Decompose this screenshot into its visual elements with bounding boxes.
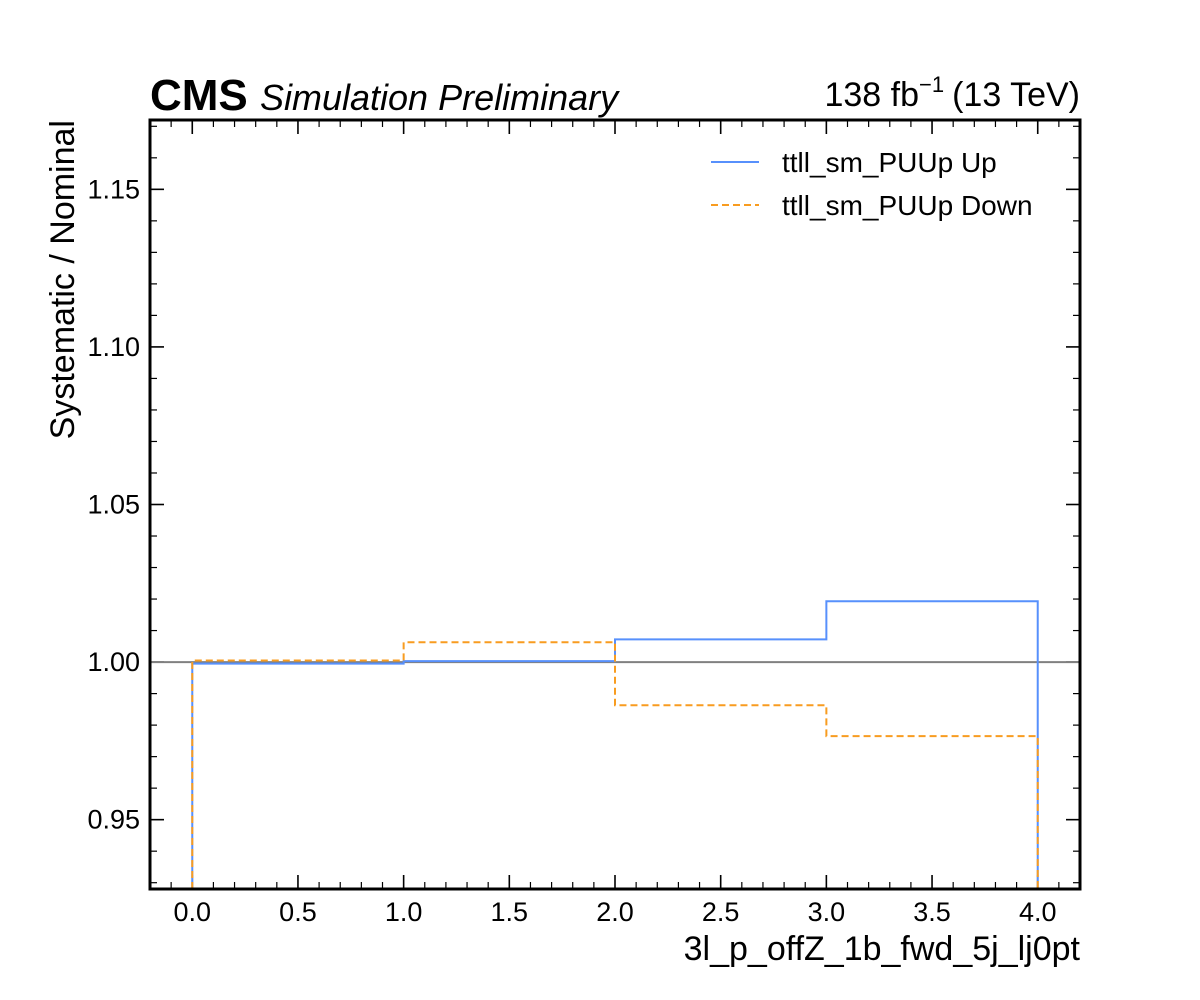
x-tick-label: 2.0 <box>596 897 634 927</box>
series-line-down <box>191 641 1039 889</box>
x-tick-label: 2.5 <box>702 897 740 927</box>
x-tick-label: 0.5 <box>279 897 317 927</box>
lumi-value: 138 fb <box>824 76 919 114</box>
ticks-layer: 0.0 0.5 1.0 1.5 2.0 2.5 3.0 3.5 4.0 0.95 1.00 1.05 1… <box>87 120 1081 927</box>
x-tick-label: 4.0 <box>1019 897 1057 927</box>
lumi-exponent: −1 <box>919 72 944 97</box>
legend: ttll_sm_PUUp Up ttll_sm_PUUp Down <box>711 147 1033 221</box>
x-tick-label: 3.5 <box>913 897 951 927</box>
y-tick-label: 1.10 <box>87 332 140 362</box>
lumi-energy: (13 TeV) <box>952 76 1080 114</box>
plot-frame <box>148 118 1082 891</box>
legend-label-up: ttll_sm_PUUp Up <box>782 147 997 178</box>
y-axis-title: Systematic / Nominal <box>44 120 82 439</box>
y-tick-label: 0.95 <box>87 805 140 835</box>
x-tick-label: 1.0 <box>385 897 423 927</box>
x-axis-title: 3l_p_offZ_1b_fwd_5j_lj0pt <box>684 930 1081 968</box>
y-tick-label: 1.00 <box>87 647 140 677</box>
y-tick-label: 1.05 <box>87 490 140 520</box>
experiment-label: CMS <box>150 71 248 120</box>
lumi-label: 138 fb−1 (13 TeV) <box>824 72 1080 114</box>
x-tick-label: 1.5 <box>491 897 529 927</box>
x-tick-label: 0.0 <box>173 897 211 927</box>
status-label: Simulation Preliminary <box>260 77 620 118</box>
y-tick-label: 1.15 <box>87 174 140 204</box>
x-tick-label: 3.0 <box>808 897 846 927</box>
series-layer <box>191 600 1039 889</box>
legend-label-down: ttll_sm_PUUp Down <box>782 190 1033 221</box>
